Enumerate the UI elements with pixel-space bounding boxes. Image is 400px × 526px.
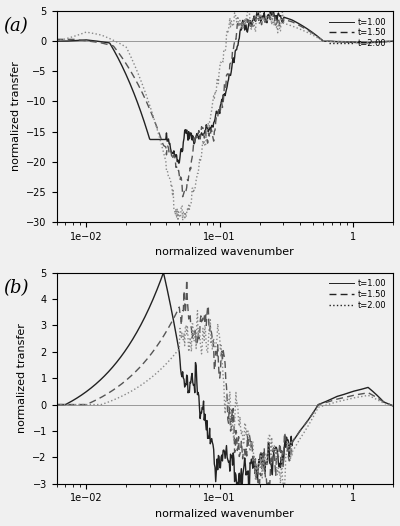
t=1.00 bbox=[384, 400, 389, 406]
t=2.00 bbox=[215, 76, 220, 82]
t=1.00 bbox=[237, 470, 242, 477]
Y-axis label: normalized transfer: normalized transfer bbox=[11, 62, 21, 171]
t=1.50 bbox=[384, 400, 389, 406]
t=1.00 bbox=[215, 456, 220, 462]
X-axis label: normalized wavenumber: normalized wavenumber bbox=[156, 247, 294, 257]
Line: t=1.50: t=1.50 bbox=[56, 12, 393, 197]
Line: t=2.00: t=2.00 bbox=[56, 310, 393, 488]
t=2.00 bbox=[384, 39, 389, 45]
t=1.00 bbox=[217, 453, 222, 460]
Y-axis label: normalized transfer: normalized transfer bbox=[17, 323, 27, 433]
Legend: t=1.00, t=1.50, t=2.00: t=1.00, t=1.50, t=2.00 bbox=[326, 15, 389, 50]
t=2.00 bbox=[256, 4, 260, 10]
t=1.50 bbox=[255, 466, 260, 472]
t=1.00 bbox=[217, 107, 222, 113]
t=1.50 bbox=[215, 115, 220, 121]
t=1.00 bbox=[391, 403, 396, 409]
t=1.00 bbox=[237, 35, 242, 41]
t=1.00 bbox=[384, 38, 389, 45]
Text: (a): (a) bbox=[3, 17, 28, 35]
X-axis label: normalized wavenumber: normalized wavenumber bbox=[156, 509, 294, 519]
t=1.00 bbox=[215, 110, 220, 116]
t=1.50 bbox=[331, 38, 336, 45]
t=2.00 bbox=[237, 423, 242, 430]
t=2.00 bbox=[215, 336, 220, 342]
t=1.00 bbox=[161, 270, 166, 277]
t=1.50 bbox=[270, 9, 275, 15]
t=1.00 bbox=[176, 160, 181, 166]
Legend: t=1.00, t=1.50, t=2.00: t=1.00, t=1.50, t=2.00 bbox=[326, 277, 389, 312]
t=1.50 bbox=[180, 194, 185, 200]
t=2.00 bbox=[195, 307, 200, 313]
t=1.50 bbox=[255, 15, 260, 22]
t=1.50 bbox=[237, 24, 242, 31]
t=1.00 bbox=[391, 38, 396, 44]
t=1.00 bbox=[54, 38, 59, 44]
t=1.50 bbox=[237, 453, 242, 460]
t=2.00 bbox=[282, 484, 287, 491]
t=2.00 bbox=[54, 38, 59, 44]
t=2.00 bbox=[331, 400, 336, 406]
t=1.50 bbox=[184, 277, 189, 283]
t=2.00 bbox=[384, 401, 389, 407]
t=1.00 bbox=[256, 464, 260, 471]
t=1.50 bbox=[391, 403, 396, 409]
Line: t=1.50: t=1.50 bbox=[56, 280, 393, 495]
t=2.00 bbox=[331, 38, 336, 45]
t=1.50 bbox=[265, 492, 270, 498]
t=2.00 bbox=[176, 217, 180, 224]
t=2.00 bbox=[217, 331, 222, 337]
t=2.00 bbox=[54, 401, 59, 408]
t=2.00 bbox=[237, 23, 242, 29]
t=1.50 bbox=[215, 354, 220, 360]
t=1.50 bbox=[331, 397, 336, 403]
t=1.50 bbox=[384, 38, 389, 45]
Line: t=2.00: t=2.00 bbox=[56, 7, 393, 220]
t=1.50 bbox=[217, 372, 222, 378]
t=1.00 bbox=[240, 488, 244, 494]
t=1.00 bbox=[268, 5, 273, 11]
t=1.00 bbox=[54, 401, 59, 408]
t=2.00 bbox=[255, 7, 260, 13]
t=2.00 bbox=[217, 70, 222, 76]
t=2.00 bbox=[391, 38, 396, 45]
Line: t=1.00: t=1.00 bbox=[56, 8, 393, 163]
t=1.50 bbox=[54, 401, 59, 408]
t=1.50 bbox=[54, 36, 59, 43]
Text: (b): (b) bbox=[3, 279, 28, 297]
t=2.00 bbox=[391, 403, 396, 409]
t=1.50 bbox=[217, 106, 222, 112]
Line: t=1.00: t=1.00 bbox=[56, 274, 393, 491]
t=1.00 bbox=[255, 12, 260, 18]
t=1.00 bbox=[331, 38, 336, 45]
t=2.00 bbox=[255, 462, 260, 468]
t=1.00 bbox=[331, 394, 336, 401]
t=1.50 bbox=[391, 38, 396, 44]
